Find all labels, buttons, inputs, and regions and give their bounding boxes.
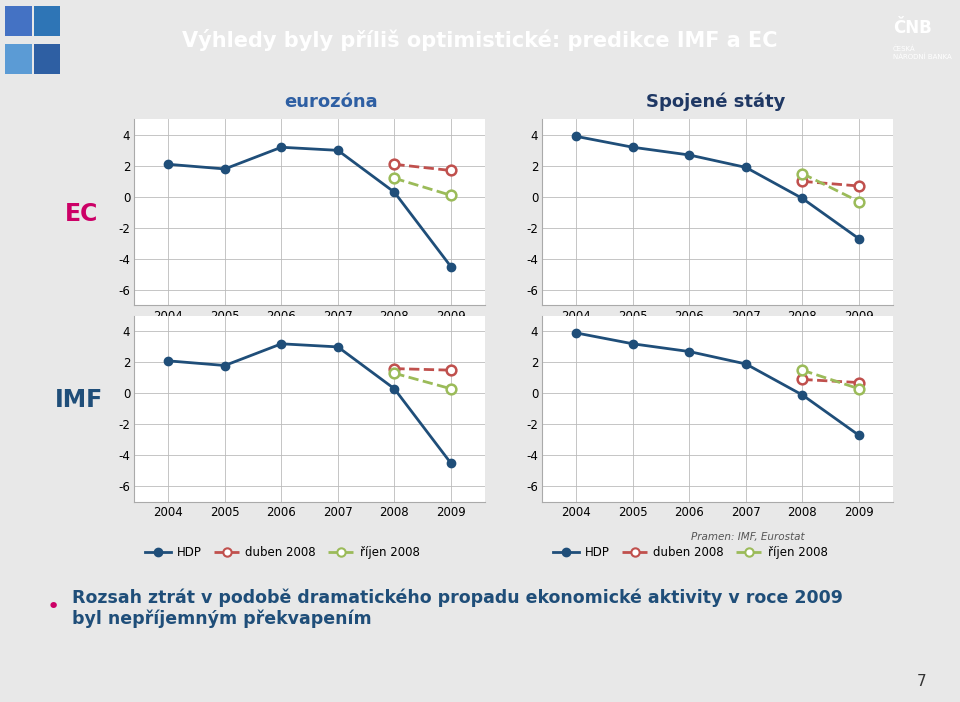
Text: ČESKÁ
NÁRODNÍ BANKA: ČESKÁ NÁRODNÍ BANKA [893, 46, 951, 60]
Bar [5, 44, 32, 74]
Text: •: • [46, 597, 60, 617]
Bar [34, 44, 60, 74]
Legend: HDP, duben 2008, říjen 2008: HDP, duben 2008, říjen 2008 [140, 541, 424, 564]
Text: Pramen: IMF, Eurostat: Pramen: IMF, Eurostat [691, 532, 804, 542]
Bar [5, 6, 32, 37]
Text: Spojené státy: Spojené státy [645, 93, 785, 111]
Text: byl nepříjemným překvapením: byl nepříjemným překvapením [72, 610, 372, 628]
Text: IMF: IMF [55, 388, 103, 412]
Bar [34, 6, 60, 37]
Text: ČNB: ČNB [893, 19, 931, 37]
Legend: HDP, duben 2008, říjen 2008: HDP, duben 2008, říjen 2008 [548, 541, 832, 564]
Text: Výhledy byly příliš optimistické: predikce IMF a EC: Výhledy byly příliš optimistické: predik… [182, 29, 778, 51]
Text: 7: 7 [917, 675, 926, 689]
Text: Rozsah ztrát v podobě dramatického propadu ekonomické aktivity v roce 2009: Rozsah ztrát v podobě dramatického propa… [72, 589, 843, 607]
Text: eurozóna: eurozóna [284, 93, 378, 111]
Text: EC: EC [65, 202, 98, 226]
